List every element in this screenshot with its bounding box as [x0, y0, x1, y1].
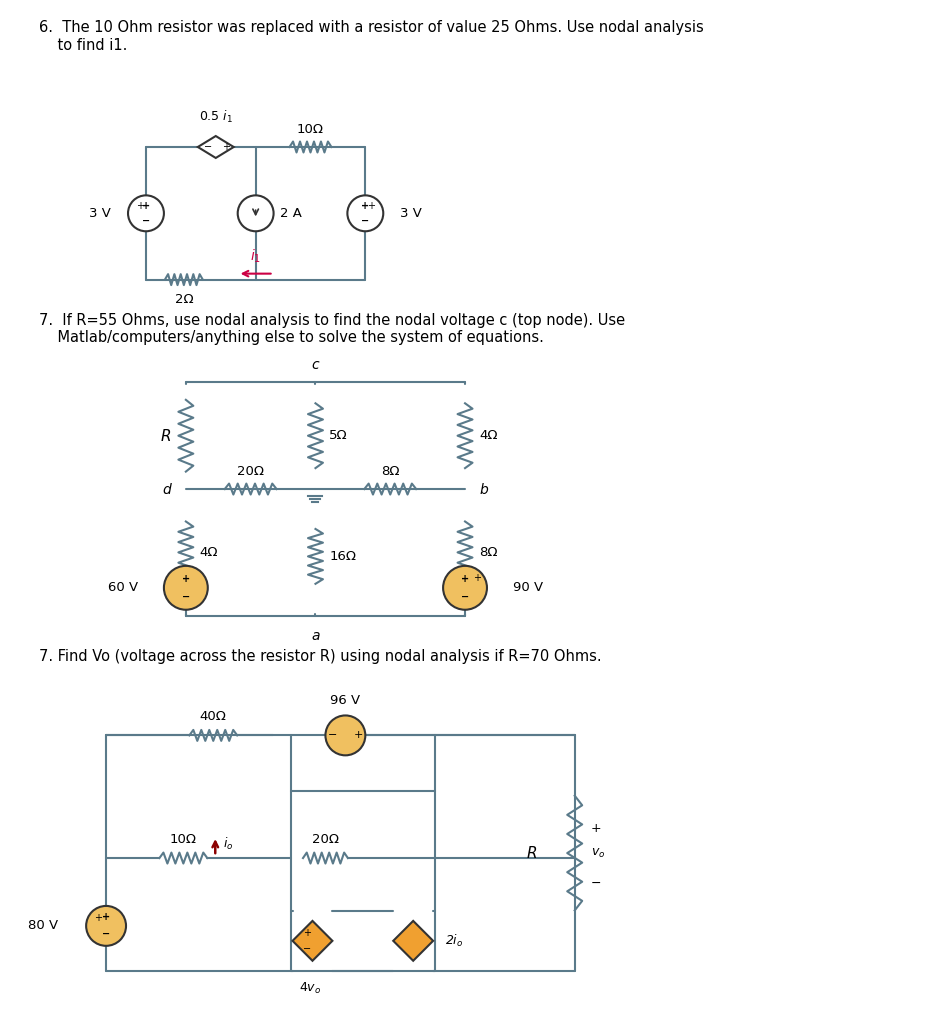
Text: $b$: $b$: [479, 481, 488, 497]
Text: 20Ω: 20Ω: [237, 465, 264, 478]
Text: $4v_o$: $4v_o$: [299, 981, 321, 995]
Text: +: +: [182, 573, 189, 584]
Text: −: −: [204, 142, 211, 152]
Text: +: +: [361, 201, 369, 211]
Text: 6.  The 10 Ohm resistor was replaced with a resistor of value 25 Ohms. Use nodal: 6. The 10 Ohm resistor was replaced with…: [39, 20, 704, 53]
Text: $a$: $a$: [310, 629, 320, 643]
Text: +: +: [222, 142, 229, 152]
Text: 2 A: 2 A: [279, 207, 301, 220]
Circle shape: [86, 906, 126, 946]
Circle shape: [237, 196, 273, 231]
Text: 5Ω: 5Ω: [329, 429, 347, 442]
Circle shape: [128, 196, 164, 231]
Text: 2$i_o$: 2$i_o$: [445, 933, 463, 949]
Text: 3 V: 3 V: [400, 207, 422, 220]
Text: 10Ω: 10Ω: [297, 123, 324, 136]
Text: 4Ω: 4Ω: [479, 429, 497, 442]
Text: +: +: [590, 821, 601, 835]
Text: 16Ω: 16Ω: [329, 550, 356, 563]
Text: −: −: [303, 944, 311, 953]
Text: 60 V: 60 V: [108, 582, 138, 594]
Text: 0.5 $i_1$: 0.5 $i_1$: [199, 109, 232, 125]
Text: 8Ω: 8Ω: [381, 465, 399, 478]
Circle shape: [443, 566, 486, 609]
Text: −: −: [461, 592, 468, 602]
Text: 90 V: 90 V: [512, 582, 543, 594]
Polygon shape: [292, 921, 332, 961]
Circle shape: [325, 716, 365, 756]
Text: $R$: $R$: [526, 845, 536, 861]
Text: 3 V: 3 V: [89, 207, 111, 220]
Text: 7. Find Vo (voltage across the resistor R) using nodal analysis if R=70 Ohms.: 7. Find Vo (voltage across the resistor …: [39, 648, 602, 664]
Circle shape: [347, 196, 383, 231]
Text: 80 V: 80 V: [28, 920, 58, 933]
Text: 4Ω: 4Ω: [200, 546, 218, 559]
Text: −: −: [102, 929, 110, 939]
Text: +: +: [303, 928, 311, 938]
Text: 96 V: 96 V: [330, 694, 360, 708]
Text: +: +: [353, 730, 363, 740]
Text: 10Ω: 10Ω: [169, 834, 197, 846]
Text: +: +: [472, 572, 481, 583]
Text: +: +: [136, 202, 144, 211]
Text: $v_o$: $v_o$: [590, 847, 605, 859]
Polygon shape: [198, 136, 233, 158]
Text: −: −: [361, 216, 369, 226]
Text: −: −: [327, 730, 337, 740]
Text: +: +: [367, 202, 375, 211]
Text: +: +: [94, 912, 102, 923]
Text: −: −: [590, 877, 601, 890]
Text: $R$: $R$: [160, 428, 170, 443]
Text: $i_o$: $i_o$: [223, 836, 233, 852]
Circle shape: [164, 566, 208, 609]
Text: +: +: [142, 201, 149, 211]
Text: +: +: [102, 912, 110, 923]
Text: −: −: [142, 216, 149, 226]
Text: $d$: $d$: [162, 481, 172, 497]
Text: 7.  If R=55 Ohms, use nodal analysis to find the nodal voltage c (top node). Use: 7. If R=55 Ohms, use nodal analysis to f…: [39, 312, 625, 345]
Text: +: +: [461, 573, 468, 584]
Text: 8Ω: 8Ω: [479, 546, 497, 559]
Text: −: −: [182, 592, 189, 602]
Text: $i_1$: $i_1$: [249, 247, 261, 264]
Text: 40Ω: 40Ω: [200, 711, 227, 723]
Text: 2Ω: 2Ω: [174, 293, 193, 305]
Text: $c$: $c$: [310, 358, 320, 373]
Text: 20Ω: 20Ω: [311, 834, 339, 846]
Polygon shape: [393, 921, 432, 961]
